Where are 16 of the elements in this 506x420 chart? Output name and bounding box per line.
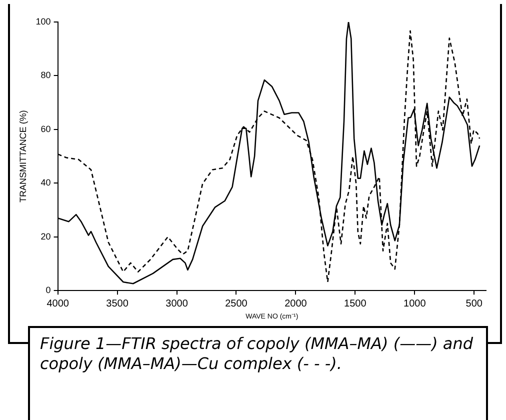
- y-tick-label: 40: [40, 178, 51, 188]
- y-tick-label: 20: [40, 231, 51, 242]
- y-tick-label: 100: [36, 16, 51, 26]
- caption: Figure 1—FTIR spectra of copoly (MMA–MA) (——) and copoly (MMA–MA)—Cu complex (- - -).: [40, 334, 474, 374]
- y-tick-label: 0: [46, 285, 51, 296]
- y-tick-label: 80: [40, 70, 51, 80]
- x-tick-label: 3500: [106, 298, 129, 310]
- x-tick-label: 3000: [166, 298, 188, 310]
- x-tick-label: 4000: [46, 298, 70, 310]
- y-tick-label: 60: [40, 124, 51, 134]
- x-tick-label: 1500: [344, 298, 367, 310]
- x-tick-label: 500: [466, 298, 483, 310]
- x-tick-label: 2500: [225, 298, 248, 310]
- y-axis-title: TRANSMITTANCE (%): [18, 110, 28, 202]
- x-tick-label: 1000: [404, 298, 426, 310]
- x-tick-label: 2000: [284, 298, 308, 310]
